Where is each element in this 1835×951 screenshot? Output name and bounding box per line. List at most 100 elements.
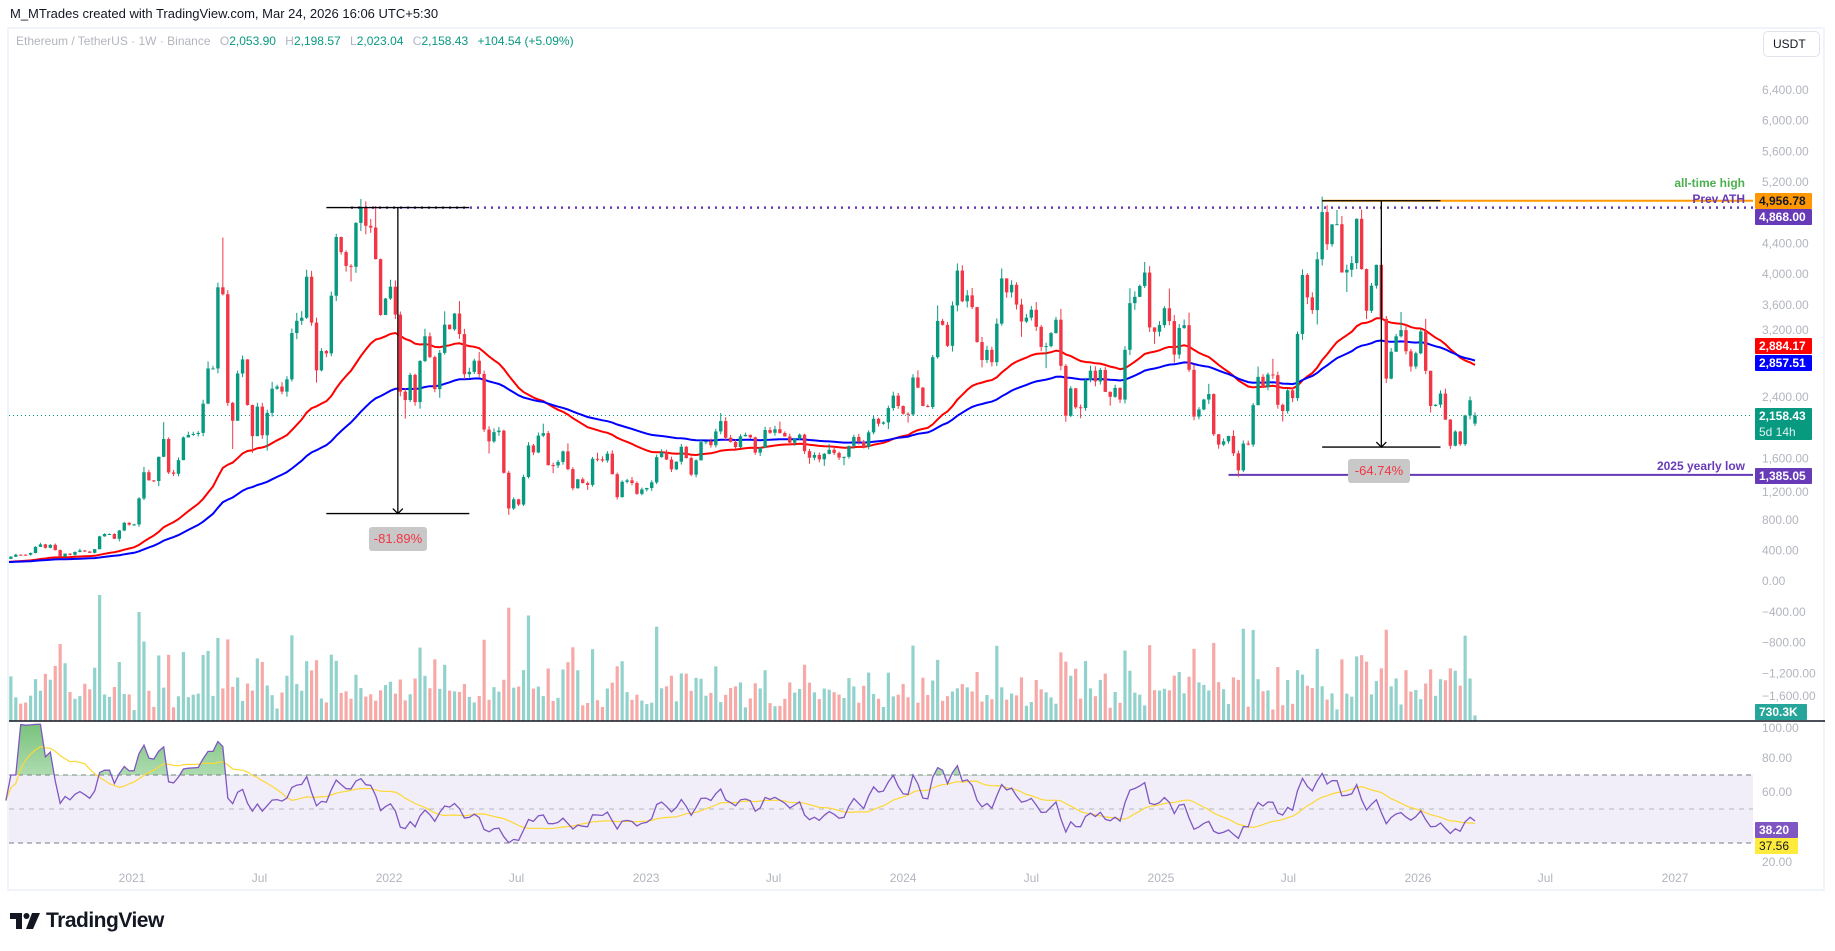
candle	[63, 553, 67, 557]
candle	[768, 427, 772, 434]
candle	[1236, 450, 1241, 477]
time-axis[interactable]: 2021 Jul 2022 Jul 2023 Jul 2024 Jul 2025 Jul 2026 J…	[119, 871, 1689, 885]
candle	[43, 543, 48, 549]
candle-body	[876, 418, 881, 424]
volume-bar	[674, 701, 678, 721]
candle-body	[1069, 388, 1073, 416]
volume-bar	[1143, 705, 1147, 721]
currency-selector[interactable]: USDT	[1763, 31, 1820, 57]
measure-2-percent[interactable]: -64.74%	[1348, 459, 1410, 483]
volume-bar	[1098, 679, 1102, 721]
candle	[871, 415, 876, 435]
open-label: O	[219, 34, 230, 48]
candle-body	[1024, 317, 1029, 322]
symbol-name[interactable]: Ethereum / TetherUS · 1W · Binance	[16, 34, 211, 48]
candle	[196, 431, 200, 437]
price-tick-label: 5,200.00	[1762, 175, 1809, 189]
price-axis[interactable]: 6,400.00 6,000.00 5,600.00 5,200.00 4,400.00…	[1762, 83, 1816, 869]
all-time-high-text[interactable]: all-time high	[1674, 176, 1745, 190]
candle	[1182, 319, 1186, 329]
candle	[1261, 374, 1265, 388]
candle-body	[679, 446, 684, 462]
candle-body	[758, 447, 762, 453]
volume-bar	[1261, 691, 1265, 721]
candle	[447, 324, 452, 330]
candle-body	[842, 456, 846, 458]
candle-body	[931, 357, 935, 407]
candle	[635, 481, 639, 495]
candle	[176, 457, 181, 477]
rsi-overbought-fill	[9, 724, 1475, 776]
candle-body	[467, 371, 472, 375]
volume-bar	[847, 678, 851, 721]
volume-bar	[260, 661, 264, 721]
candle-body	[14, 554, 18, 557]
candle-body	[1241, 443, 1245, 471]
candle	[625, 478, 629, 484]
candle-body	[659, 452, 664, 458]
candle	[102, 533, 107, 537]
candle	[92, 548, 97, 554]
candle-body	[1073, 388, 1078, 408]
candle	[206, 361, 210, 405]
volume-bar	[1266, 690, 1270, 721]
measure-2[interactable]	[1322, 200, 1441, 448]
volume-bar	[1054, 703, 1058, 721]
volume-bar	[48, 679, 52, 721]
volume-bar	[171, 707, 176, 721]
candle-body	[1226, 435, 1231, 442]
candle	[442, 311, 447, 355]
chart-attribution: M_MTrades created with TradingView.com, …	[10, 6, 439, 21]
candlestick-series	[9, 196, 1477, 560]
candle-body	[1123, 349, 1127, 400]
prev-ath-text[interactable]: Prev ATH	[1692, 192, 1745, 206]
candle-body	[502, 430, 506, 473]
candle-body	[654, 457, 659, 483]
candle-body	[1014, 284, 1019, 305]
measure-1-percent[interactable]: -81.89%	[369, 527, 427, 551]
volume-bar	[561, 669, 565, 721]
candle-body	[48, 544, 53, 548]
candle	[492, 428, 496, 443]
volume-bar	[521, 670, 526, 721]
volume-bar	[1315, 648, 1319, 721]
volume-bar	[891, 696, 895, 721]
candle	[186, 431, 191, 438]
candle	[1019, 298, 1024, 337]
candle-body	[595, 458, 600, 460]
candle-body	[625, 480, 629, 482]
volume-bar	[1340, 659, 1344, 721]
volume-bar	[181, 652, 186, 721]
volume-bar	[211, 695, 215, 721]
rsi-line	[5, 723, 1476, 844]
candle-body	[788, 436, 792, 443]
bar-countdown: 5d 14h	[1759, 425, 1796, 439]
volume-bar	[926, 694, 930, 721]
candle-body	[1197, 409, 1201, 417]
candle-body	[1172, 321, 1176, 355]
volume-bar	[1364, 661, 1369, 721]
tradingview-logo[interactable]: TradingView	[10, 909, 164, 933]
volume-bar	[1226, 704, 1231, 721]
ma-blue-price-label: 2,857.51	[1755, 355, 1812, 371]
candle	[728, 434, 733, 443]
measure-1[interactable]	[326, 206, 470, 515]
price-tick-label: −1,600.00	[1762, 689, 1816, 703]
candle-body	[408, 374, 412, 401]
volume-bar	[753, 683, 757, 721]
candle	[738, 434, 743, 449]
volume-bar	[822, 688, 826, 721]
candle-body	[1152, 327, 1157, 332]
candle	[743, 432, 748, 437]
volume-bar	[867, 672, 871, 721]
candle-body	[1300, 274, 1305, 334]
candle-body	[1103, 369, 1107, 392]
candle-body	[812, 454, 817, 458]
volume-bar	[339, 692, 343, 721]
candle-body	[1216, 434, 1221, 445]
yearly-low-text[interactable]: 2025 yearly low	[1656, 459, 1745, 473]
candle-body	[802, 434, 807, 452]
rsi-pane	[5, 723, 1753, 844]
candle	[433, 355, 437, 393]
